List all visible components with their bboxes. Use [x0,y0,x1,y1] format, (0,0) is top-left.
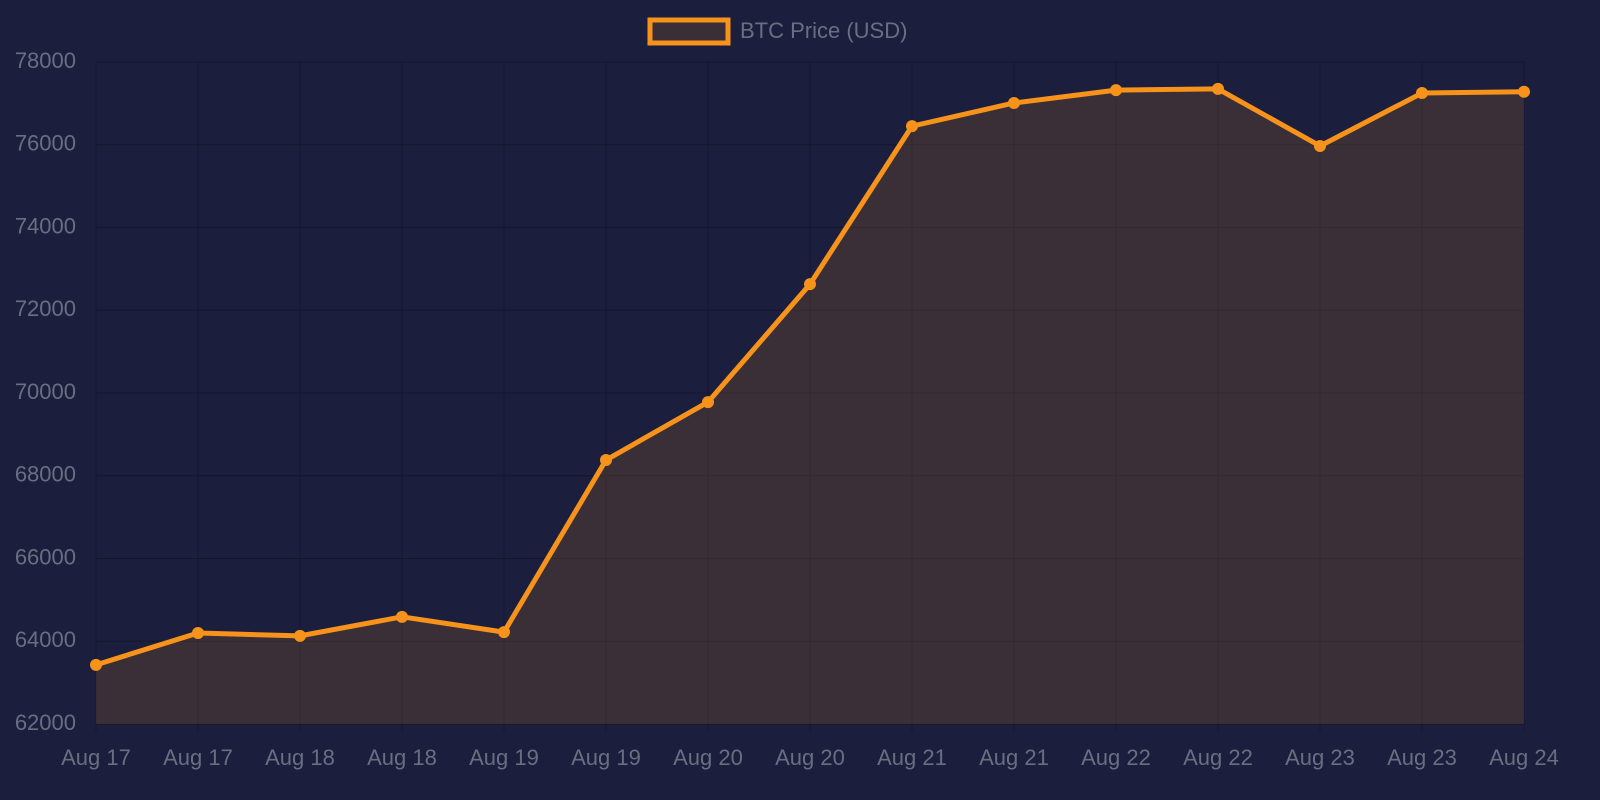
x-tick-label: Aug 18 [367,745,437,770]
y-tick-label: 62000 [15,710,76,735]
point [192,626,204,639]
x-tick-label: Aug 22 [1081,745,1151,770]
y-tick-label: 66000 [15,544,76,569]
point [906,120,918,133]
x-tick-label: Aug 19 [571,745,641,770]
x-tick-label: Aug 21 [979,745,1049,770]
x-tick-label: Aug 17 [61,745,131,770]
x-tick-label: Aug 20 [775,745,845,770]
point [600,454,612,467]
y-tick-label: 64000 [15,627,76,652]
x-tick-label: Aug 23 [1387,745,1457,770]
point [396,610,408,623]
point [702,396,714,409]
point [1416,87,1428,100]
x-tick-label: Aug 18 [265,745,335,770]
y-tick-label: 76000 [15,131,76,156]
x-tick-label: Aug 19 [469,745,539,770]
point [804,278,816,291]
point [1518,85,1530,98]
x-tick-label: Aug 20 [673,745,743,770]
point [294,629,306,642]
y-tick-label: 74000 [15,213,76,238]
point [1314,139,1326,152]
x-tick-label: Aug 17 [163,745,233,770]
legend-label: BTC Price (USD) [740,18,907,43]
y-tick-label: 78000 [15,48,76,73]
x-tick-label: Aug 21 [877,745,947,770]
y-tick-label: 68000 [15,462,76,487]
x-tick-label: Aug 22 [1183,745,1253,770]
point [498,626,510,639]
y-tick-label: 70000 [15,379,76,404]
x-tick-label: Aug 23 [1285,745,1355,770]
legend-swatch [647,17,731,46]
y-tick-label: 72000 [15,296,76,321]
area [96,88,1524,725]
point [1110,84,1122,97]
point [1008,96,1020,109]
point [1212,82,1224,95]
x-tick-label: Aug 24 [1489,745,1559,770]
point [90,658,102,671]
